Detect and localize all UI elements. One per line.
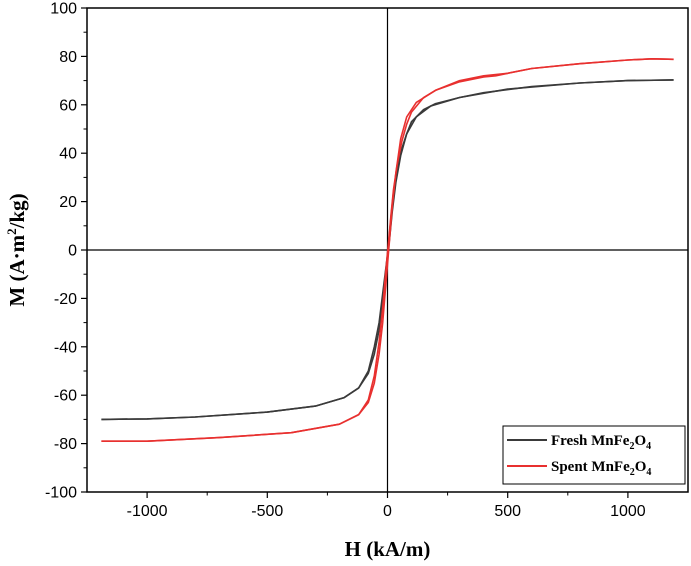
legend-spent-sub1: 2 (630, 467, 635, 478)
series-layer (101, 58, 674, 442)
x-axis-title: H (kA/m) (345, 537, 431, 561)
legend-label-spent: Spent MnFe2O4 (551, 459, 651, 478)
y-tick-label: -60 (54, 388, 77, 405)
legend-fresh-sub1: 2 (629, 441, 634, 452)
x-tick-label: -500 (251, 503, 283, 520)
y-tick-label: 60 (59, 97, 77, 114)
legend-fresh-sub2: 4 (646, 441, 651, 452)
legend: Fresh MnFe2O4 Spent MnFe2O4 (502, 425, 686, 485)
x-tick-label: 0 (383, 503, 392, 520)
y-tick-label: 80 (59, 49, 77, 66)
y-tick-label: 0 (68, 243, 77, 260)
y-tick-label: 100 (50, 1, 77, 18)
y-tick-label: -40 (54, 339, 77, 356)
y-axis-title-rest: /kg) (5, 193, 29, 229)
series-spent-ascending (101, 58, 674, 442)
x-tick-label: -1000 (127, 503, 168, 520)
y-tick-label: -80 (54, 436, 77, 453)
legend-spent-base: Spent MnFe (551, 459, 630, 475)
x-tick-label: 1000 (610, 503, 646, 520)
y-axis-title: M (A·m2/kg) (4, 193, 29, 306)
y-tick-label: -100 (45, 485, 77, 502)
legend-label-fresh: Fresh MnFe2O4 (551, 433, 651, 452)
axis-ticks: -100 -80 -60 -40 -20 0 20 40 60 80 100 -1000 -500 0 50… (45, 1, 646, 521)
y-axis-title-sup: 2 (4, 228, 19, 235)
legend-fresh-base: Fresh MnFe (551, 433, 630, 449)
y-tick-label: 20 (59, 194, 77, 211)
plot-frame (86, 7, 689, 493)
y-tick-label: 40 (59, 146, 77, 163)
legend-fresh-mid: O (634, 433, 646, 449)
legend-spent-mid: O (635, 459, 647, 475)
y-tick-label: -20 (54, 291, 77, 308)
y-axis-title-main: M (A·m (5, 234, 29, 306)
legend-spent-sub2: 4 (646, 467, 651, 478)
legend-box (502, 425, 686, 485)
x-tick-label: 500 (494, 503, 521, 520)
